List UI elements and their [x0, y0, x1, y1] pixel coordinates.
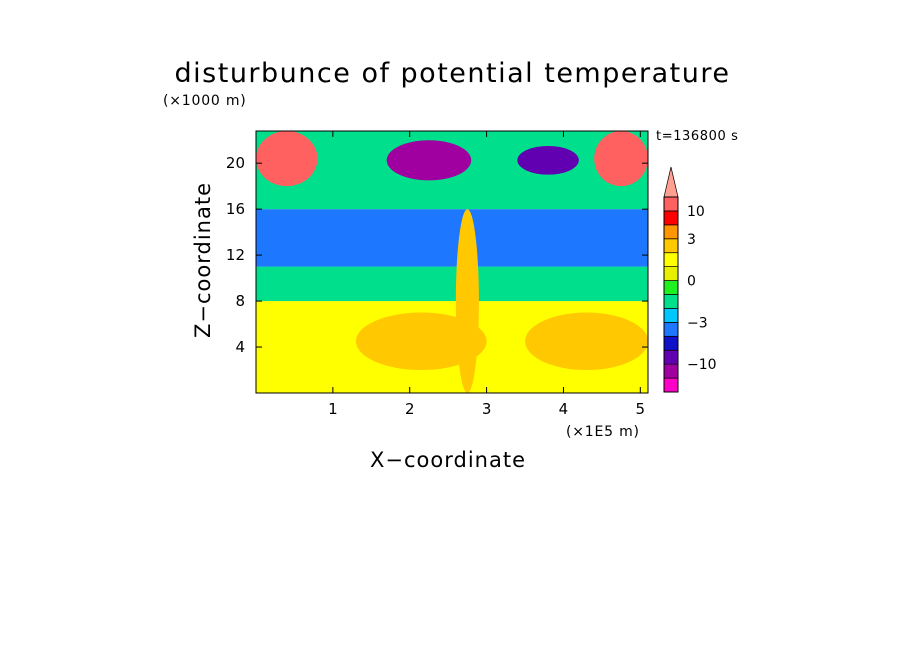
x-tick-label: 2 — [405, 400, 415, 418]
colorbar-segment — [663, 196, 679, 212]
colorbar-label: −3 — [687, 315, 708, 331]
colorbar-segment — [663, 349, 679, 365]
colorbar-segment — [663, 294, 679, 309]
colorbar-segment — [663, 266, 679, 281]
colorbar-extend-triangle — [663, 166, 679, 198]
contour-region — [386, 140, 472, 181]
y-tick-label: 16 — [226, 200, 245, 218]
colorbar-label: 3 — [687, 232, 696, 248]
colorbar-segment — [663, 377, 679, 393]
contour-region — [256, 131, 318, 187]
contour-region — [455, 209, 479, 393]
x-axis-label: X−coordinate — [370, 448, 526, 472]
x-tick-label: 1 — [328, 400, 338, 418]
plot-frame — [255, 130, 649, 394]
colorbar-frame — [663, 196, 679, 393]
y-tick-label: 12 — [226, 246, 245, 264]
y-axis-unit: (×1000 m) — [163, 93, 247, 109]
contour-region — [594, 131, 648, 187]
y-tick-label: 4 — [235, 338, 245, 356]
colorbar-segment — [663, 280, 679, 295]
y-tick-label: 8 — [235, 292, 245, 310]
x-tick-label: 4 — [559, 400, 569, 418]
colorbar-segment — [663, 210, 679, 226]
contour-region — [525, 312, 648, 371]
colorbar-segment — [663, 363, 679, 379]
x-axis-unit: (×1E5 m) — [566, 424, 640, 440]
contour-region — [256, 266, 648, 302]
colorbar-segment — [663, 224, 679, 240]
contour-region — [256, 209, 648, 267]
contour-region — [355, 312, 487, 371]
contour-region — [517, 145, 579, 175]
contour-field — [256, 131, 648, 393]
colorbar-segment — [663, 238, 679, 254]
colorbar-segment — [663, 322, 679, 337]
time-label: t=136800 s — [656, 129, 739, 144]
chart-title: disturbunce of potential temperature — [174, 58, 731, 89]
colorbar-label: 0 — [687, 274, 696, 290]
colorbar-segment — [663, 252, 679, 267]
x-tick-label: 3 — [482, 400, 492, 418]
colorbar-segment — [663, 335, 679, 351]
colorbar-segment — [663, 308, 679, 323]
y-tick-label: 20 — [226, 154, 245, 172]
colorbar-label: 10 — [687, 204, 705, 220]
colorbar-label: −10 — [687, 357, 717, 373]
x-tick-label: 5 — [636, 400, 646, 418]
